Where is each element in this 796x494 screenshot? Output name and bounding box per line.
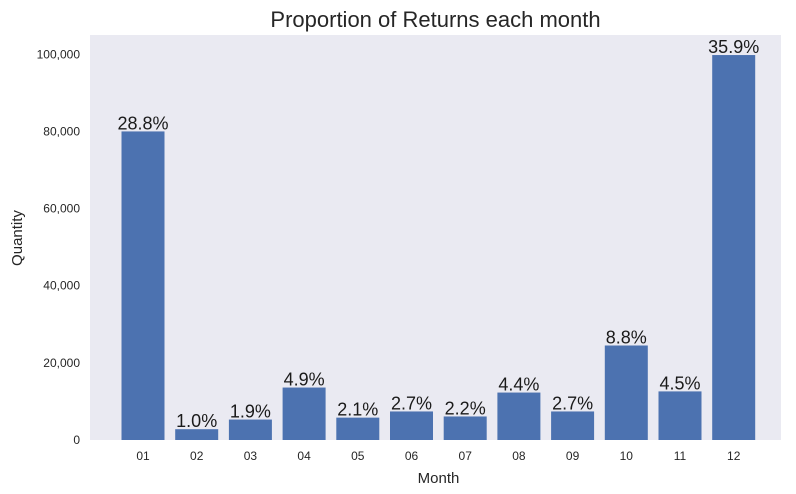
y-tick-label: 60,000	[43, 202, 80, 216]
x-tick-label-04: 04	[297, 449, 311, 463]
x-tick-label-11: 11	[674, 449, 687, 463]
y-tick-label: 80,000	[43, 124, 80, 138]
bar-02	[175, 429, 219, 440]
data-label-03: 1.9%	[230, 402, 271, 422]
data-label-12: 35.9%	[708, 37, 759, 57]
bar-04	[282, 387, 326, 440]
y-axis-title: Quantity	[9, 210, 26, 266]
y-tick-label: 100,000	[37, 47, 81, 61]
bar-03	[228, 419, 272, 440]
x-tick-label-05: 05	[351, 449, 365, 463]
data-label-04: 4.9%	[284, 370, 325, 390]
x-tick-label-03: 03	[244, 449, 258, 463]
data-label-11: 4.5%	[659, 373, 700, 393]
bars-group	[121, 55, 756, 441]
data-label-05: 2.1%	[337, 400, 378, 420]
y-tick-label: 0	[73, 433, 80, 447]
x-tick-label-01: 01	[136, 449, 150, 463]
plot-area	[90, 35, 781, 440]
bar-10	[604, 345, 648, 440]
data-label-01: 28.8%	[117, 113, 168, 133]
x-tick-label-02: 02	[190, 449, 204, 463]
y-tick-label: 20,000	[43, 356, 80, 370]
data-label-02: 1.0%	[176, 411, 217, 431]
x-tick-label-10: 10	[620, 449, 634, 463]
bar-12	[712, 55, 756, 441]
data-label-07: 2.2%	[445, 398, 486, 418]
data-labels-group: 28.8% 1.0% 1.9% 4.9% 2.1% 2.7% 2.2% 4.4% 2.7% 8.8…	[117, 37, 759, 431]
data-label-09: 2.7%	[552, 393, 593, 413]
bar-06	[390, 411, 433, 440]
y-tick-label: 40,000	[43, 279, 80, 293]
x-tick-label-08: 08	[512, 449, 526, 463]
bar-08	[497, 392, 541, 440]
x-axis-ticks: 01 02 03 04 05 06 07 08 09 10 11 12	[136, 449, 740, 463]
y-axis-ticks: 0 20,000 40,000 60,000 80,000 100,000	[37, 47, 81, 447]
x-tick-label-06: 06	[405, 449, 419, 463]
bar-07	[443, 416, 487, 440]
x-axis-title: Month	[418, 470, 460, 487]
x-tick-label-07: 07	[459, 449, 473, 463]
data-label-06: 2.7%	[391, 393, 432, 413]
x-tick-label-12: 12	[727, 449, 741, 463]
bar-11	[658, 391, 702, 440]
bar-05	[336, 417, 380, 440]
data-label-10: 8.8%	[606, 328, 647, 348]
x-tick-label-09: 09	[566, 449, 580, 463]
data-label-08: 4.4%	[498, 375, 539, 395]
chart-title: Proportion of Returns each month	[270, 7, 600, 32]
bar-09	[551, 411, 595, 440]
bar-01	[121, 131, 165, 440]
